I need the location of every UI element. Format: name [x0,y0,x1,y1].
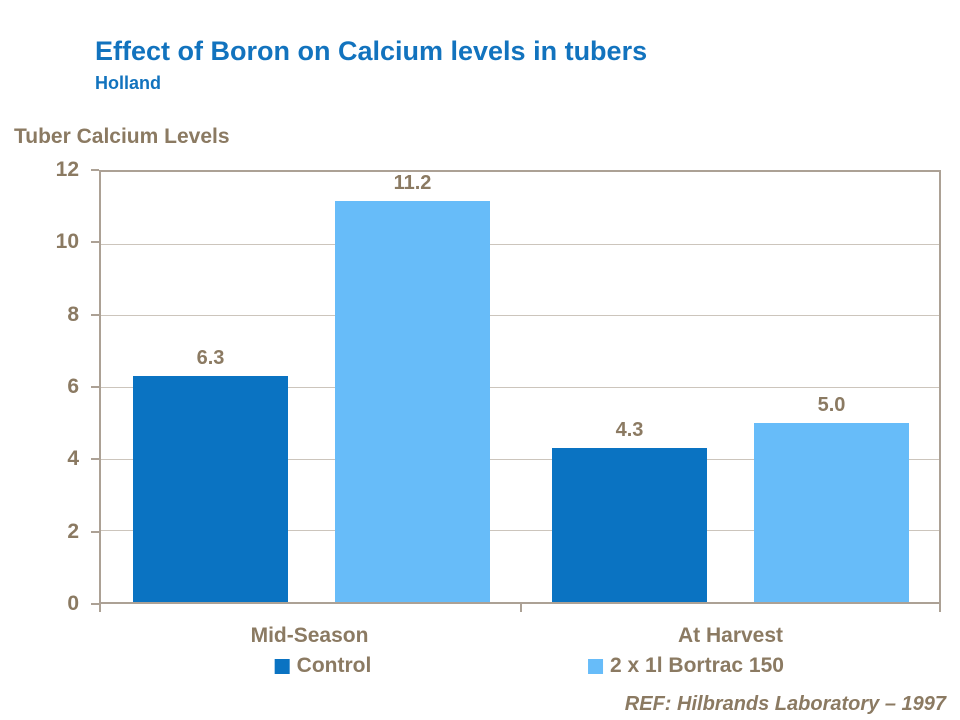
x-axis-tick-mark-0 [99,604,101,612]
legend-item-2-x-1l-bortrac-150: 2 x 1l Bortrac 150 [588,654,784,678]
y-axis-tick-label-4: 4 [67,447,79,471]
x-axis-tick-mark-2 [939,604,941,612]
y-axis-tick-mark-12 [91,169,99,171]
bar-value-label-2-x-1l-bortrac-150-at-harvest: 5.0 [817,393,846,416]
bar-2-x-1l-bortrac-150-mid-season [335,200,490,602]
legend-swatch-control [274,658,290,674]
y-axis-tick-label-0: 0 [67,592,79,615]
y-axis-tick-label-2: 2 [67,519,79,543]
y-axis-tick-mark-2 [91,530,99,533]
y-axis-tick-label-12: 12 [55,158,79,181]
bar-value-label-2-x-1l-bortrac-150-mid-season: 11.2 [393,171,432,194]
bar-2-x-1l-bortrac-150-at-harvest [754,422,909,602]
gridline-2 [101,530,939,532]
x-axis-category-label-mid-season: Mid-Season [250,624,369,647]
slide-title: Effect of Boron on Calcium levels in tub… [95,36,648,66]
y-axis-tick-label-8: 8 [67,302,79,326]
y-axis-tick-mark-10 [91,241,99,244]
bar-value-label-control-at-harvest: 4.3 [615,418,644,441]
gridline-4 [101,458,939,460]
y-axis-tick-mark-6 [91,386,99,388]
legend-label-control: Control [296,654,372,677]
bar-value-label-control-mid-season: 6.3 [196,347,225,370]
reference-note: REF: Hilbrands Laboratory – 1997 [624,693,946,715]
y-axis-tick-mark-0 [91,603,99,605]
y-axis-tick-label-6: 6 [67,375,79,398]
legend-item-control: Control [274,654,372,678]
legend-swatch-2-x-1l-bortrac-150 [588,658,604,674]
plot-area: 6.3 11.2 4.3 5.0 [99,170,941,604]
x-axis-category-label-at-harvest: At Harvest [677,624,784,647]
legend-label-2-x-1l-bortrac-150: 2 x 1l Bortrac 150 [610,654,784,677]
gridline-8 [101,315,939,317]
chart-title: Tuber Calcium Levels [14,125,230,148]
y-axis-tick-label-10: 10 [55,230,79,254]
gridline-6 [101,387,939,388]
bar-control-at-harvest [552,447,707,602]
slide-subtitle: Holland [95,73,161,93]
bar-control-mid-season [133,376,288,602]
y-axis-tick-mark-8 [91,313,99,316]
gridline-10 [101,243,939,245]
y-axis-tick-mark-4 [91,458,99,461]
x-axis-tick-mark-1 [520,604,522,612]
